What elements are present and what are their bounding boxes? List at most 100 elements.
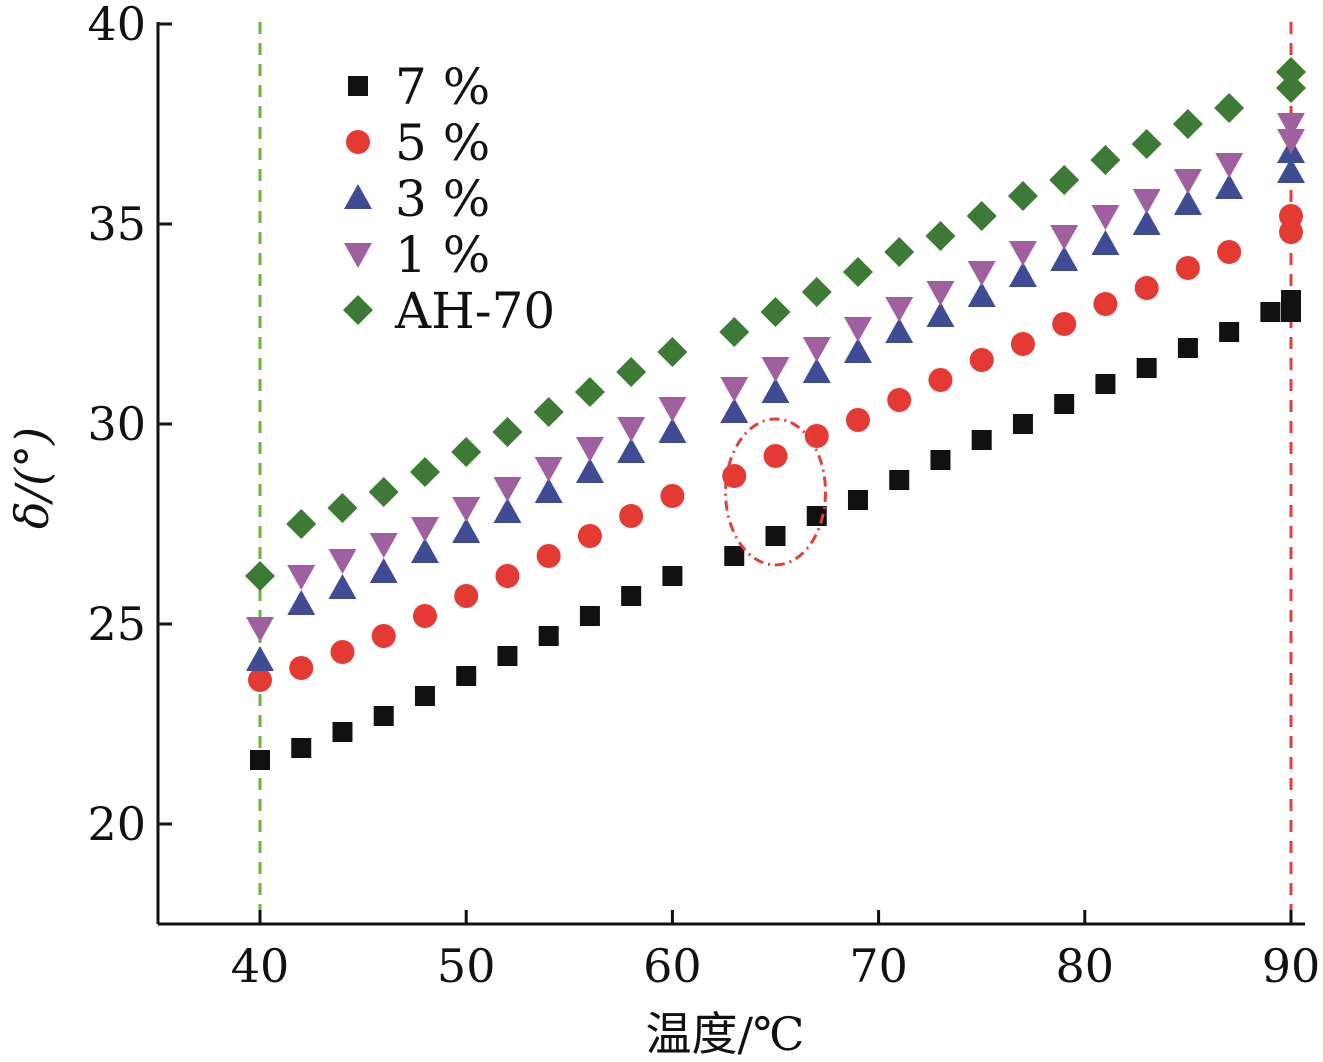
data-point bbox=[1217, 240, 1242, 264]
data-point bbox=[724, 546, 745, 566]
legend-marker-0 bbox=[348, 76, 368, 96]
data-point bbox=[1091, 230, 1120, 255]
data-point bbox=[843, 317, 872, 342]
data-point bbox=[660, 484, 685, 508]
data-point bbox=[1276, 73, 1306, 103]
data-point bbox=[1131, 129, 1162, 159]
data-point bbox=[412, 604, 437, 628]
data-point bbox=[966, 201, 997, 231]
data-point bbox=[621, 586, 642, 606]
data-point bbox=[969, 348, 994, 372]
data-point bbox=[887, 388, 912, 412]
data-point bbox=[452, 518, 481, 543]
data-point bbox=[926, 281, 955, 306]
legend-label-2: 3 % bbox=[395, 170, 490, 228]
legend-label-4: AH-70 bbox=[394, 282, 555, 340]
data-point bbox=[536, 544, 561, 568]
data-point bbox=[763, 444, 788, 468]
data-point bbox=[291, 738, 312, 758]
legend-marker-3 bbox=[344, 243, 372, 268]
data-point bbox=[761, 378, 790, 403]
data-point bbox=[414, 686, 435, 706]
data-point bbox=[930, 450, 951, 470]
data-point bbox=[497, 646, 518, 666]
data-point bbox=[369, 533, 398, 558]
data-point bbox=[493, 498, 522, 523]
series-0 bbox=[250, 290, 1301, 770]
data-point bbox=[885, 297, 914, 322]
data-point bbox=[801, 277, 832, 307]
data-point bbox=[452, 497, 481, 522]
data-point bbox=[1050, 225, 1079, 250]
axes: 40 50 60 70 80 90 20 25 30 35 40 bbox=[87, 0, 1320, 993]
data-point bbox=[722, 464, 747, 488]
data-point bbox=[492, 417, 523, 447]
data-point bbox=[451, 437, 482, 467]
series-3 bbox=[246, 113, 1305, 642]
data-point bbox=[1134, 276, 1159, 300]
data-point bbox=[760, 297, 791, 327]
y-tick-label: 40 bbox=[87, 0, 146, 51]
data-point bbox=[534, 457, 563, 482]
data-point bbox=[802, 337, 831, 362]
data-point bbox=[1173, 190, 1202, 215]
x-tick-label: 90 bbox=[1262, 939, 1321, 993]
data-point bbox=[332, 722, 353, 742]
x-tick-label: 70 bbox=[849, 939, 908, 993]
series-4 bbox=[245, 57, 1306, 591]
data-point bbox=[1095, 374, 1116, 394]
data-point bbox=[1010, 332, 1035, 356]
data-point bbox=[928, 368, 953, 392]
legend-label-1: 5 % bbox=[395, 114, 490, 172]
data-point bbox=[761, 357, 790, 382]
data-point bbox=[1277, 129, 1305, 154]
data-point bbox=[1215, 174, 1244, 199]
data-point bbox=[658, 418, 687, 443]
data-point bbox=[804, 424, 829, 448]
legend: 7 %5 %3 %1 %AH-70 bbox=[343, 58, 555, 340]
data-point bbox=[246, 646, 274, 671]
data-point bbox=[1132, 210, 1161, 235]
data-point bbox=[1177, 338, 1198, 358]
data-point bbox=[617, 417, 646, 442]
data-point bbox=[327, 493, 358, 523]
x-axis-title: 温度/℃ bbox=[646, 1007, 805, 1061]
data-point bbox=[617, 438, 646, 463]
series-2 bbox=[246, 138, 1305, 671]
data-marks bbox=[245, 57, 1306, 770]
data-point bbox=[720, 377, 749, 402]
data-point bbox=[579, 606, 600, 626]
data-point bbox=[1049, 165, 1080, 195]
data-point bbox=[1093, 292, 1118, 316]
legend-marker-1 bbox=[346, 130, 370, 154]
y-tick-label: 30 bbox=[87, 397, 146, 451]
highlight-ellipse bbox=[724, 417, 827, 567]
data-point bbox=[289, 656, 314, 680]
data-point bbox=[538, 626, 559, 646]
y-tick-label: 25 bbox=[87, 597, 146, 651]
data-point bbox=[847, 490, 868, 510]
data-point bbox=[1052, 312, 1077, 336]
data-point bbox=[1136, 358, 1157, 378]
data-point bbox=[658, 397, 687, 422]
data-point bbox=[719, 317, 750, 347]
data-point bbox=[1173, 169, 1202, 194]
data-point bbox=[1215, 153, 1244, 178]
data-point bbox=[246, 617, 274, 642]
data-point bbox=[245, 561, 275, 591]
data-point bbox=[926, 302, 955, 327]
data-point bbox=[616, 357, 647, 387]
x-tick-label: 80 bbox=[1056, 939, 1115, 993]
data-point bbox=[287, 565, 316, 590]
data-point bbox=[1277, 113, 1305, 138]
data-point bbox=[843, 338, 872, 363]
data-point bbox=[1281, 302, 1301, 322]
data-point bbox=[967, 282, 996, 307]
data-point bbox=[1260, 302, 1281, 322]
data-point bbox=[495, 564, 520, 588]
data-point bbox=[1132, 189, 1161, 214]
data-point bbox=[1007, 181, 1038, 211]
data-point bbox=[328, 549, 357, 574]
data-point bbox=[371, 624, 396, 648]
